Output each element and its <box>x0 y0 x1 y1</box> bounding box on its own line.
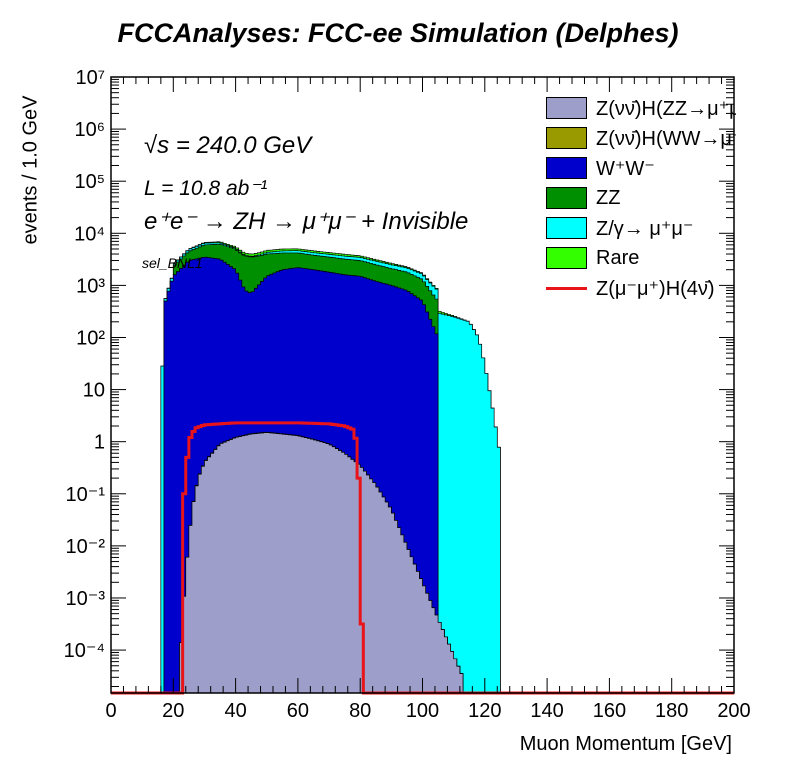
y-tick-label: 10⁻⁴ <box>64 640 105 662</box>
x-tick-label: 100 <box>406 700 439 722</box>
x-tick-label: 180 <box>655 700 688 722</box>
x-tick-label: 120 <box>468 700 501 722</box>
legend-line <box>546 286 587 290</box>
y-tick-label: 10⁻¹ <box>66 484 106 506</box>
legend-label: Rare <box>596 246 640 269</box>
process-label: e⁺e⁻ → ZH → μ⁺μ⁻ + Invisible <box>144 208 469 235</box>
y-tick-label: 10⁻² <box>66 536 106 558</box>
y-tick-label: 1 <box>94 432 105 454</box>
y-tick-label: 10 <box>83 380 105 402</box>
legend-label: W⁺W⁻ <box>596 157 655 180</box>
legend-swatch <box>546 217 587 239</box>
legend-swatch <box>546 157 587 179</box>
selection-label: sel_BNL1 <box>142 255 203 271</box>
legend-label: Z(νν̄)H(ZZ→μ⁺μ⁻νν̄) <box>596 97 736 120</box>
x-axis-label: Muon Momentum [GeV] <box>519 733 732 755</box>
x-tick-label: 40 <box>224 700 246 722</box>
x-tick-label: 160 <box>593 700 626 722</box>
y-tick-label: 10⁴ <box>74 223 105 245</box>
y-tick-label: 10⁷ <box>76 67 105 89</box>
legend: Z(νν̄)H(ZZ→μ⁺μ⁻νν̄) Z(νν̄)H(WW→μ⁺νμ⁻ν̄) … <box>546 93 736 325</box>
x-tick-label: 60 <box>287 700 309 722</box>
legend-swatch <box>546 97 587 119</box>
legend-entry-zz: ZZ <box>546 183 736 213</box>
x-tick-label: 80 <box>349 700 371 722</box>
chart-title: FCCAnalyses: FCC-ee Simulation (Delphes) <box>117 18 679 48</box>
legend-label: ZZ <box>596 186 621 209</box>
legend-entry-ww: W⁺W⁻ <box>546 153 736 183</box>
luminosity-label: L = 10.8 ab⁻¹ <box>144 177 268 200</box>
x-tick-label: 200 <box>717 700 750 722</box>
y-tick-label: 10² <box>76 327 105 349</box>
x-tick-label: 140 <box>530 700 563 722</box>
legend-swatch <box>546 127 587 149</box>
legend-swatch <box>546 187 587 209</box>
legend-swatch <box>546 247 587 269</box>
y-tick-label: 10⁵ <box>74 171 105 193</box>
x-tick-label: 20 <box>162 700 184 722</box>
legend-entry-ww-signal: Z(νν̄)H(WW→μ⁺νμ⁻ν̄) <box>546 123 736 153</box>
x-tick-label: 0 <box>105 700 116 722</box>
legend-entry-rare: Rare <box>546 243 736 273</box>
legend-label: Z(μ⁻μ⁺)H(4ν̄) <box>596 277 715 300</box>
legend-label: Z/γ→ μ⁺μ⁻ <box>596 217 694 240</box>
y-tick-label: 10³ <box>76 275 105 297</box>
energy-label: √s = 240.0 GeV <box>144 132 312 159</box>
legend-label: Z(νν̄)H(WW→μ⁺νμ⁻ν̄) <box>596 127 736 150</box>
legend-entry-zz-inv-signal: Z(νν̄)H(ZZ→μ⁺μ⁻νν̄) <box>546 93 736 123</box>
legend-entry-signal-line: Z(μ⁻μ⁺)H(4ν̄) <box>546 273 736 303</box>
y-axis-label: events / 1.0 GeV <box>19 95 42 245</box>
legend-entry-zgamma: Z/γ→ μ⁺μ⁻ <box>546 213 736 243</box>
y-tick-label: 10⁻³ <box>66 588 106 610</box>
y-tick-label: 10⁶ <box>75 119 105 141</box>
